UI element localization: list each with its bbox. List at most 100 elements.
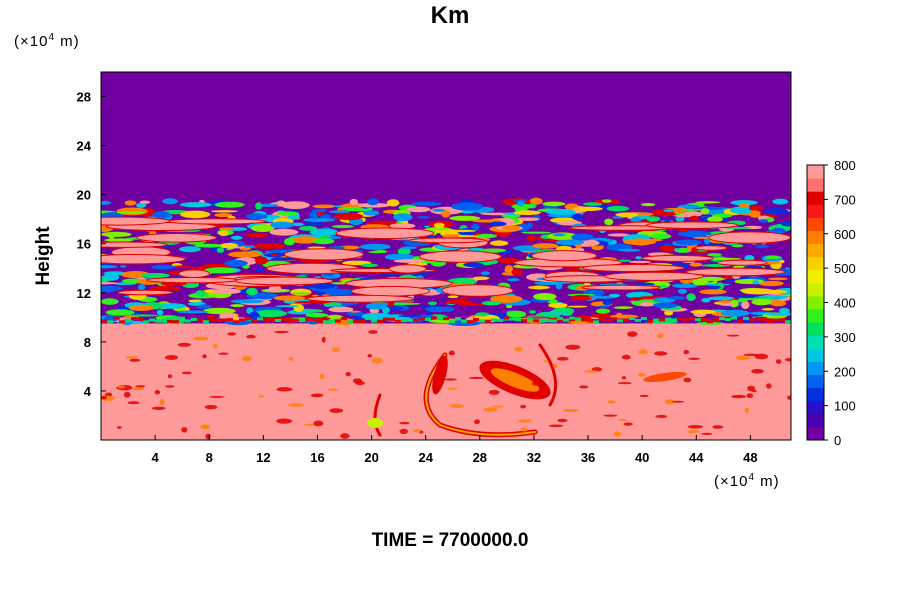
band-patch bbox=[219, 312, 235, 320]
band-fringe bbox=[437, 317, 443, 320]
band-patch bbox=[677, 288, 688, 294]
band-patch bbox=[137, 284, 146, 291]
band-patch bbox=[365, 302, 387, 310]
band-patch bbox=[570, 294, 594, 301]
feature-streak bbox=[621, 354, 631, 360]
band-patch bbox=[389, 223, 416, 229]
band-fringe bbox=[341, 317, 347, 320]
band-fringe bbox=[713, 318, 719, 322]
band-patch bbox=[230, 299, 264, 304]
band-patch bbox=[601, 199, 612, 203]
feature-streak bbox=[701, 432, 713, 435]
band-patch bbox=[245, 232, 269, 238]
band-fringe bbox=[749, 318, 755, 322]
feature-streak bbox=[327, 388, 338, 391]
band-patch bbox=[196, 304, 212, 309]
band-filament bbox=[581, 264, 685, 272]
band-patch bbox=[180, 210, 211, 219]
band-fringe bbox=[365, 317, 371, 321]
band-filament bbox=[146, 277, 239, 284]
band-fringe bbox=[449, 320, 455, 324]
band-patch bbox=[646, 216, 661, 222]
band-patch bbox=[678, 229, 689, 233]
feature-streak bbox=[468, 376, 484, 380]
band-patch bbox=[433, 222, 445, 228]
band-filament bbox=[283, 248, 364, 261]
band-patch bbox=[212, 288, 241, 294]
band-patch bbox=[573, 206, 603, 211]
band-fringe bbox=[239, 318, 245, 322]
band-patch bbox=[312, 238, 335, 245]
band-patch bbox=[178, 246, 201, 253]
colorbar-swatch bbox=[807, 348, 824, 362]
band-patch bbox=[738, 203, 750, 208]
feature-streak bbox=[129, 358, 141, 362]
x-tick-label: 8 bbox=[206, 450, 213, 465]
band-fringe bbox=[131, 317, 137, 320]
x-tick-label: 4 bbox=[152, 450, 160, 465]
band-patch bbox=[128, 314, 159, 317]
band-filament bbox=[101, 216, 171, 226]
x-tick-label: 40 bbox=[635, 450, 649, 465]
colorbar-tick-label: 100 bbox=[834, 399, 856, 414]
band-patch bbox=[689, 262, 703, 267]
band-patch bbox=[754, 245, 770, 249]
band-fringe bbox=[179, 316, 185, 320]
band-fringe bbox=[719, 317, 725, 321]
band-filament bbox=[408, 237, 486, 244]
band-patch bbox=[328, 306, 354, 313]
band-fringe bbox=[581, 318, 587, 322]
band-patch bbox=[151, 264, 174, 270]
feature-streak bbox=[731, 394, 747, 399]
band-patch bbox=[522, 316, 552, 319]
band-patch bbox=[764, 208, 789, 215]
y-tick-label: 12 bbox=[77, 286, 91, 301]
band-patch bbox=[156, 309, 164, 316]
band-patch bbox=[653, 302, 678, 309]
band-patch bbox=[741, 301, 750, 310]
band-patch bbox=[324, 302, 342, 307]
band-fringe bbox=[287, 319, 293, 323]
band-patch bbox=[359, 243, 391, 250]
band-fringe bbox=[695, 318, 701, 322]
band-patch bbox=[269, 228, 299, 236]
band-patch bbox=[501, 225, 521, 231]
band-patch bbox=[529, 197, 543, 205]
band-patch bbox=[188, 299, 202, 303]
band-patch bbox=[488, 221, 507, 227]
feature-streak bbox=[579, 385, 589, 389]
band-patch bbox=[533, 293, 557, 301]
band-patch bbox=[101, 282, 119, 285]
band-patch bbox=[216, 247, 225, 253]
band-fringe bbox=[503, 316, 509, 320]
band-patch bbox=[324, 288, 354, 296]
feature-streak bbox=[274, 330, 289, 334]
y-tick-label: 16 bbox=[77, 237, 91, 252]
band-fringe bbox=[557, 316, 563, 320]
band-patch bbox=[101, 285, 124, 291]
chart-title: Km bbox=[430, 2, 470, 29]
feature-streak bbox=[288, 356, 294, 361]
band-patch bbox=[615, 212, 639, 217]
band-patch bbox=[291, 222, 304, 227]
band-patch bbox=[764, 255, 781, 260]
band-patch bbox=[748, 210, 761, 218]
band-fringe bbox=[419, 317, 425, 321]
band-patch bbox=[490, 240, 509, 246]
colorbar-swatch bbox=[807, 309, 824, 323]
feature-streak bbox=[117, 426, 122, 429]
band-patch bbox=[340, 245, 360, 250]
feature-streak bbox=[331, 347, 341, 353]
lower-features bbox=[101, 330, 791, 440]
band-patch bbox=[731, 244, 744, 248]
band-patch bbox=[441, 209, 451, 218]
band-fringe bbox=[743, 316, 749, 320]
feature-streak bbox=[368, 330, 378, 334]
band-patch bbox=[575, 243, 583, 249]
band-patch bbox=[128, 304, 154, 311]
band-patch bbox=[214, 213, 232, 218]
band-patch bbox=[255, 202, 263, 210]
band-fringe bbox=[647, 319, 653, 323]
band-patch bbox=[736, 298, 749, 303]
band-patch bbox=[105, 309, 135, 316]
